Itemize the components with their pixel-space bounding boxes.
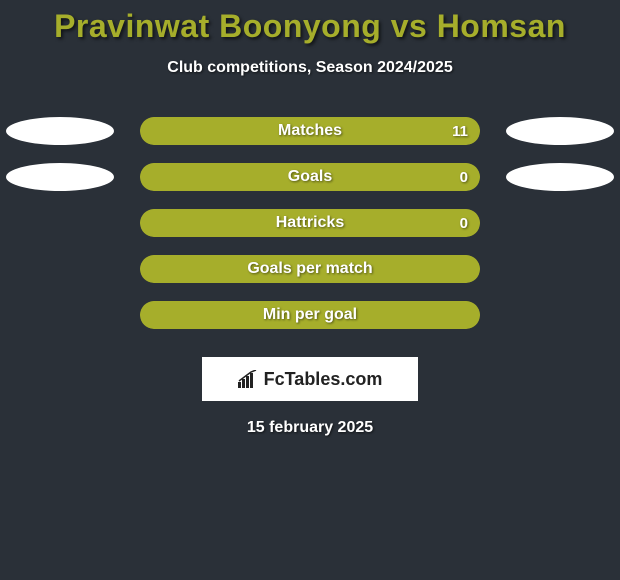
stat-value: 0 [460, 209, 468, 237]
date-text: 15 february 2025 [0, 419, 620, 437]
page-title: Pravinwat Boonyong vs Homsan [0, 8, 620, 45]
stat-label: Matches [140, 117, 480, 145]
stat-bar: Goals0 [140, 163, 480, 191]
stat-label: Hattricks [140, 209, 480, 237]
logo-text: FcTables.com [264, 369, 383, 390]
stat-row: Goals0 [0, 163, 620, 191]
stat-bar: Matches11 [140, 117, 480, 145]
right-ellipse [506, 163, 614, 191]
stat-bar: Goals per match [140, 255, 480, 283]
stat-bar: Hattricks0 [140, 209, 480, 237]
stat-label: Goals [140, 163, 480, 191]
stat-label: Goals per match [140, 255, 480, 283]
logo: FcTables.com [238, 369, 383, 390]
stat-label: Min per goal [140, 301, 480, 329]
comparison-card: Pravinwat Boonyong vs Homsan Club compet… [0, 0, 620, 437]
subtitle: Club competitions, Season 2024/2025 [0, 59, 620, 77]
left-ellipse [6, 117, 114, 145]
left-ellipse [6, 163, 114, 191]
stat-row: Matches11 [0, 117, 620, 145]
stat-value: 11 [452, 117, 468, 145]
logo-box: FcTables.com [202, 357, 418, 401]
stat-bar: Min per goal [140, 301, 480, 329]
chart-bars-icon [238, 370, 260, 388]
right-ellipse [506, 117, 614, 145]
stats-list: Matches11Goals0Hattricks0Goals per match… [0, 117, 620, 329]
stat-value: 0 [460, 163, 468, 191]
stat-row: Goals per match [0, 255, 620, 283]
stat-row: Min per goal [0, 301, 620, 329]
stat-row: Hattricks0 [0, 209, 620, 237]
